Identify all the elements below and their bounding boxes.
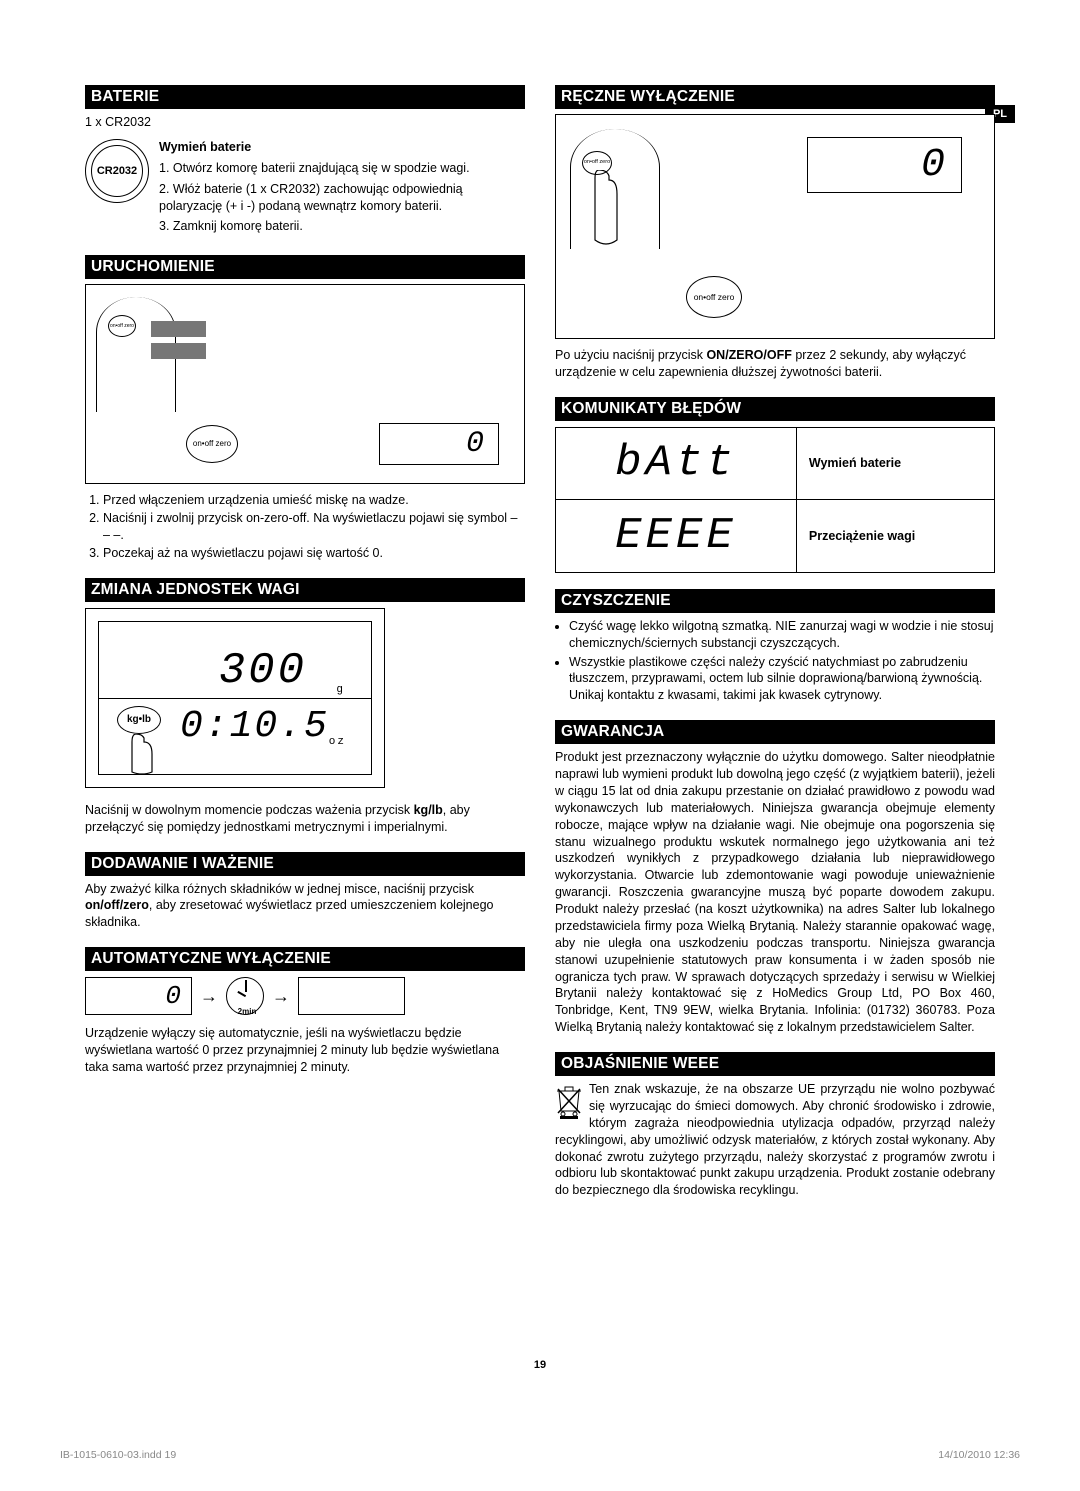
value-g: 300 bbox=[219, 646, 307, 696]
units-text: Naciśnij w dowolnym momencie podczas waż… bbox=[85, 802, 525, 836]
replace-battery-title: Wymień baterie bbox=[159, 139, 525, 156]
startup-step-3: Poczekaj aż na wyświetlaczu pojawi się w… bbox=[103, 545, 525, 562]
dodawanie-text: Aby zważyć kilka różnych składników w je… bbox=[85, 881, 525, 932]
right-column: RĘCZNE WYŁĄCZENIE on•off zero 0 on•off z… bbox=[555, 85, 995, 1215]
clock-label: 2min bbox=[229, 1007, 265, 1016]
on-zero-off-button-icon: on•off zero bbox=[186, 425, 238, 463]
cleaning-item-2: Wszystkie plastikowe części należy czyśc… bbox=[569, 654, 995, 705]
header-weee: OBJAŚNIENIE WEEE bbox=[555, 1052, 995, 1076]
diagram-startup: on•off zero on•off zero 0 bbox=[85, 284, 525, 484]
unit-oz: oz bbox=[329, 736, 346, 748]
error-code: bAtt bbox=[556, 428, 797, 499]
display-icon: 0 bbox=[807, 137, 962, 193]
section-czyszczenie: CZYSZCZENIE Czyść wagę lekko wilgotną sz… bbox=[555, 589, 995, 704]
section-weee: OBJAŚNIENIE WEEE Ten znak wskazuje, że n… bbox=[555, 1052, 995, 1199]
battery-step-1: 1. Otwórz komorę baterii znajdującą się … bbox=[159, 160, 525, 177]
error-text: Przeciążenie wagi bbox=[797, 500, 994, 572]
unit-g: g bbox=[336, 684, 346, 696]
section-uruchomienie: URUCHOMIENIE on•off zero on•off zero 0 P… bbox=[85, 255, 525, 562]
error-text: Wymień baterie bbox=[797, 428, 994, 499]
section-dodawanie: DODAWANIE I WAŻENIE Aby zważyć kilka róż… bbox=[85, 852, 525, 932]
table-row: EEEE Przeciążenie wagi bbox=[556, 500, 994, 572]
battery-step-3: 3. Zamknij komorę baterii. bbox=[159, 218, 525, 235]
left-column: BATERIE 1 x CR2032 CR2032 Wymień baterie… bbox=[85, 85, 525, 1215]
section-zmiana: ZMIANA JEDNOSTEK WAGI 300 g 0:10.5oz kg•… bbox=[85, 578, 525, 836]
section-auto: AUTOMATYCZNE WYŁĄCZENIE 0 → 2min → Urząd… bbox=[85, 947, 525, 1076]
display-icon: 0 bbox=[379, 423, 499, 465]
display-zero-icon: 0 bbox=[85, 977, 192, 1015]
clock-icon: 2min bbox=[226, 977, 264, 1015]
header-reczne: RĘCZNE WYŁĄCZENIE bbox=[555, 85, 995, 109]
finger-icon bbox=[124, 734, 160, 774]
diagram-manual-off: on•off zero 0 on•off zero bbox=[555, 114, 995, 339]
startup-step-1: Przed włączeniem urządzenia umieść miskę… bbox=[103, 492, 525, 509]
page-columns: BATERIE 1 x CR2032 CR2032 Wymień baterie… bbox=[85, 85, 995, 1215]
header-auto: AUTOMATYCZNE WYŁĄCZENIE bbox=[85, 947, 525, 971]
header-dodawanie: DODAWANIE I WAŻENIE bbox=[85, 852, 525, 876]
section-reczne: RĘCZNE WYŁĄCZENIE on•off zero 0 on•off z… bbox=[555, 85, 995, 381]
battery-step-2: 2. Włóż baterie (1 x CR2032) zachowując … bbox=[159, 181, 525, 215]
weee-icon bbox=[555, 1083, 583, 1119]
error-table: bAtt Wymień baterie EEEE Przeciążenie wa… bbox=[555, 427, 995, 573]
arrow-icon: → bbox=[200, 986, 218, 1007]
error-code: EEEE bbox=[556, 500, 797, 572]
header-baterie: BATERIE bbox=[85, 85, 525, 109]
warranty-text: Produkt jest przeznaczony wyłącznie do u… bbox=[555, 749, 995, 1036]
weee-text: Ten znak wskazuje, że na obszarze UE prz… bbox=[555, 1081, 995, 1199]
finger-icon bbox=[589, 170, 623, 245]
header-zmiana: ZMIANA JEDNOSTEK WAGI bbox=[85, 578, 525, 602]
table-row: bAtt Wymień baterie bbox=[556, 428, 994, 500]
section-gwarancja: GWARANCJA Produkt jest przeznaczony wyłą… bbox=[555, 720, 995, 1036]
battery-label: CR2032 bbox=[97, 165, 137, 177]
section-bledy: KOMUNIKATY BŁĘDÓW bAtt Wymień baterie EE… bbox=[555, 397, 995, 573]
page-footer: IB-1015-0610-03.indd 19 14/10/2010 12:36 bbox=[60, 1449, 1020, 1461]
startup-step-2: Naciśnij i zwolnij przycisk on-zero-off.… bbox=[103, 510, 525, 544]
header-uruchomienie: URUCHOMIENIE bbox=[85, 255, 525, 279]
diagram-auto-off: 0 → 2min → bbox=[85, 977, 405, 1015]
section-baterie: BATERIE 1 x CR2032 CR2032 Wymień baterie… bbox=[85, 85, 525, 239]
diagram-units: 300 g 0:10.5oz kg•lb bbox=[85, 608, 385, 788]
footer-left: IB-1015-0610-03.indd 19 bbox=[60, 1449, 176, 1461]
manual-off-text: Po użyciu naciśnij przycisk ON/ZERO/OFF … bbox=[555, 347, 995, 381]
value-oz: 0:10.5 bbox=[180, 705, 329, 748]
kg-lb-button-icon: kg•lb bbox=[117, 706, 161, 734]
arrow-icon: → bbox=[272, 986, 290, 1007]
header-bledy: KOMUNIKATY BŁĘDÓW bbox=[555, 397, 995, 421]
footer-right: 14/10/2010 12:36 bbox=[938, 1449, 1020, 1461]
display-empty-icon bbox=[298, 977, 405, 1015]
battery-spec: 1 x CR2032 bbox=[85, 114, 525, 131]
on-zero-off-button-icon: on•off zero bbox=[686, 276, 742, 318]
auto-off-text: Urządzenie wyłączy się automatycznie, je… bbox=[85, 1025, 525, 1076]
cleaning-item-1: Czyść wagę lekko wilgotną szmatką. NIE z… bbox=[569, 618, 995, 652]
battery-icon: CR2032 bbox=[85, 139, 149, 203]
header-gwarancja: GWARANCJA bbox=[555, 720, 995, 744]
header-czyszczenie: CZYSZCZENIE bbox=[555, 589, 995, 613]
page-number: 19 bbox=[0, 1359, 1080, 1371]
